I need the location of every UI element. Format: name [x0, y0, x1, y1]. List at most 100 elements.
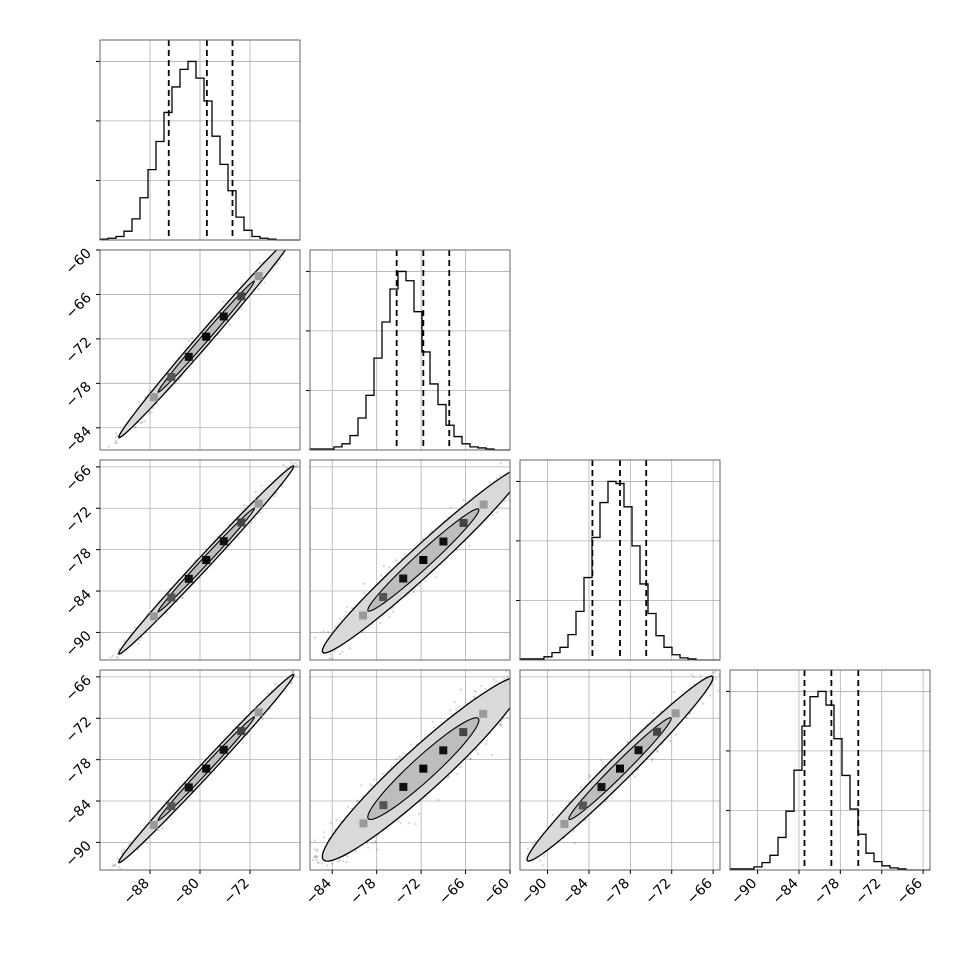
x-tick-label: −72 — [221, 876, 253, 908]
sample-point — [503, 901, 505, 903]
sample-point — [382, 564, 385, 568]
sample-point — [316, 206, 318, 208]
density-cell — [202, 764, 211, 773]
x-tick-label: −66 — [436, 875, 468, 907]
density-cell — [237, 727, 246, 736]
sample-point — [484, 743, 488, 746]
sample-point — [79, 900, 81, 902]
x-tick-label: −72 — [392, 876, 424, 908]
sample-point — [499, 723, 503, 726]
x-tick-label: −90 — [518, 876, 550, 908]
y-tick-label: −72 — [63, 714, 95, 746]
sample-point — [448, 775, 451, 778]
sample-point — [360, 784, 363, 787]
sample-point — [514, 484, 516, 486]
sample-point — [337, 860, 340, 863]
sample-point — [446, 516, 450, 519]
sample-point — [112, 864, 115, 867]
sample-point — [456, 772, 459, 776]
sample-point — [134, 626, 137, 629]
histogram-step — [99, 60, 300, 241]
sample-point — [110, 672, 112, 674]
sample-point — [315, 850, 319, 853]
sample-point — [311, 446, 313, 448]
sample-point — [204, 547, 207, 550]
panel-frame — [519, 669, 721, 871]
sample-point — [279, 924, 281, 926]
hist-panel-2 — [516, 459, 721, 661]
sample-point — [313, 871, 315, 873]
y-tick-label: −66 — [63, 672, 95, 704]
sample-point — [446, 776, 449, 779]
sample-point — [88, 461, 90, 463]
sample-point — [512, 680, 514, 682]
sample-point — [539, 647, 541, 649]
sample-point — [292, 462, 295, 465]
sample-point — [601, 761, 604, 764]
sample-point — [288, 240, 290, 242]
sample-point — [484, 687, 487, 691]
scatter-panel-2-3 — [494, 582, 812, 903]
sample-point — [505, 670, 508, 673]
sample-point — [263, 281, 266, 284]
sample-point — [511, 706, 513, 708]
sample-point — [708, 694, 711, 697]
sample-point — [408, 821, 411, 824]
sample-point — [294, 234, 296, 236]
sample-point — [289, 236, 291, 238]
sample-point — [148, 389, 151, 392]
sample-point — [506, 675, 509, 678]
sample-point — [273, 495, 276, 498]
sample-point — [308, 667, 310, 669]
sample-point — [323, 206, 325, 208]
sample-point — [530, 467, 532, 469]
sample-point — [537, 642, 539, 644]
sample-point — [656, 749, 659, 752]
sample-point — [674, 733, 677, 736]
sample-point — [317, 861, 320, 864]
density-cell — [379, 593, 388, 602]
y-tick-label: −78 — [63, 755, 95, 787]
sample-point — [261, 718, 264, 721]
sample-point — [476, 752, 480, 755]
sample-point — [542, 447, 544, 449]
sample-point — [134, 425, 137, 429]
y-tick-label: −66 — [63, 290, 95, 322]
sample-point — [105, 451, 107, 453]
sample-point — [473, 690, 476, 693]
sample-point — [714, 677, 717, 680]
sample-point — [710, 683, 713, 686]
sample-point — [494, 877, 496, 879]
hist-panel-1 — [306, 249, 511, 451]
sample-point — [320, 874, 322, 876]
sample-point — [328, 194, 330, 196]
sample-point — [394, 559, 398, 562]
sample-point — [762, 628, 764, 630]
sample-point — [161, 827, 164, 830]
sample-point — [522, 680, 524, 682]
sample-point — [403, 552, 406, 556]
sample-point — [437, 798, 440, 801]
sample-point — [316, 861, 319, 864]
sample-point — [572, 830, 575, 833]
sample-point — [455, 708, 458, 711]
sample-point — [300, 873, 302, 875]
density-cell — [419, 764, 428, 773]
panel-content — [109, 446, 313, 674]
sample-point — [345, 860, 348, 864]
sample-point — [547, 665, 549, 667]
sample-point — [414, 823, 417, 826]
sample-point — [491, 514, 494, 517]
sample-point — [315, 858, 318, 862]
sample-point — [356, 799, 359, 802]
sample-point — [341, 650, 344, 653]
sample-point — [373, 839, 377, 843]
x-tick-label: −60 — [481, 876, 513, 908]
sample-point — [810, 582, 812, 584]
sample-point — [314, 854, 317, 857]
density-cell — [202, 556, 211, 564]
sample-point — [355, 800, 358, 803]
histogram-step — [729, 690, 930, 871]
sample-point — [376, 848, 379, 851]
x-tick-label: −66 — [894, 875, 926, 907]
